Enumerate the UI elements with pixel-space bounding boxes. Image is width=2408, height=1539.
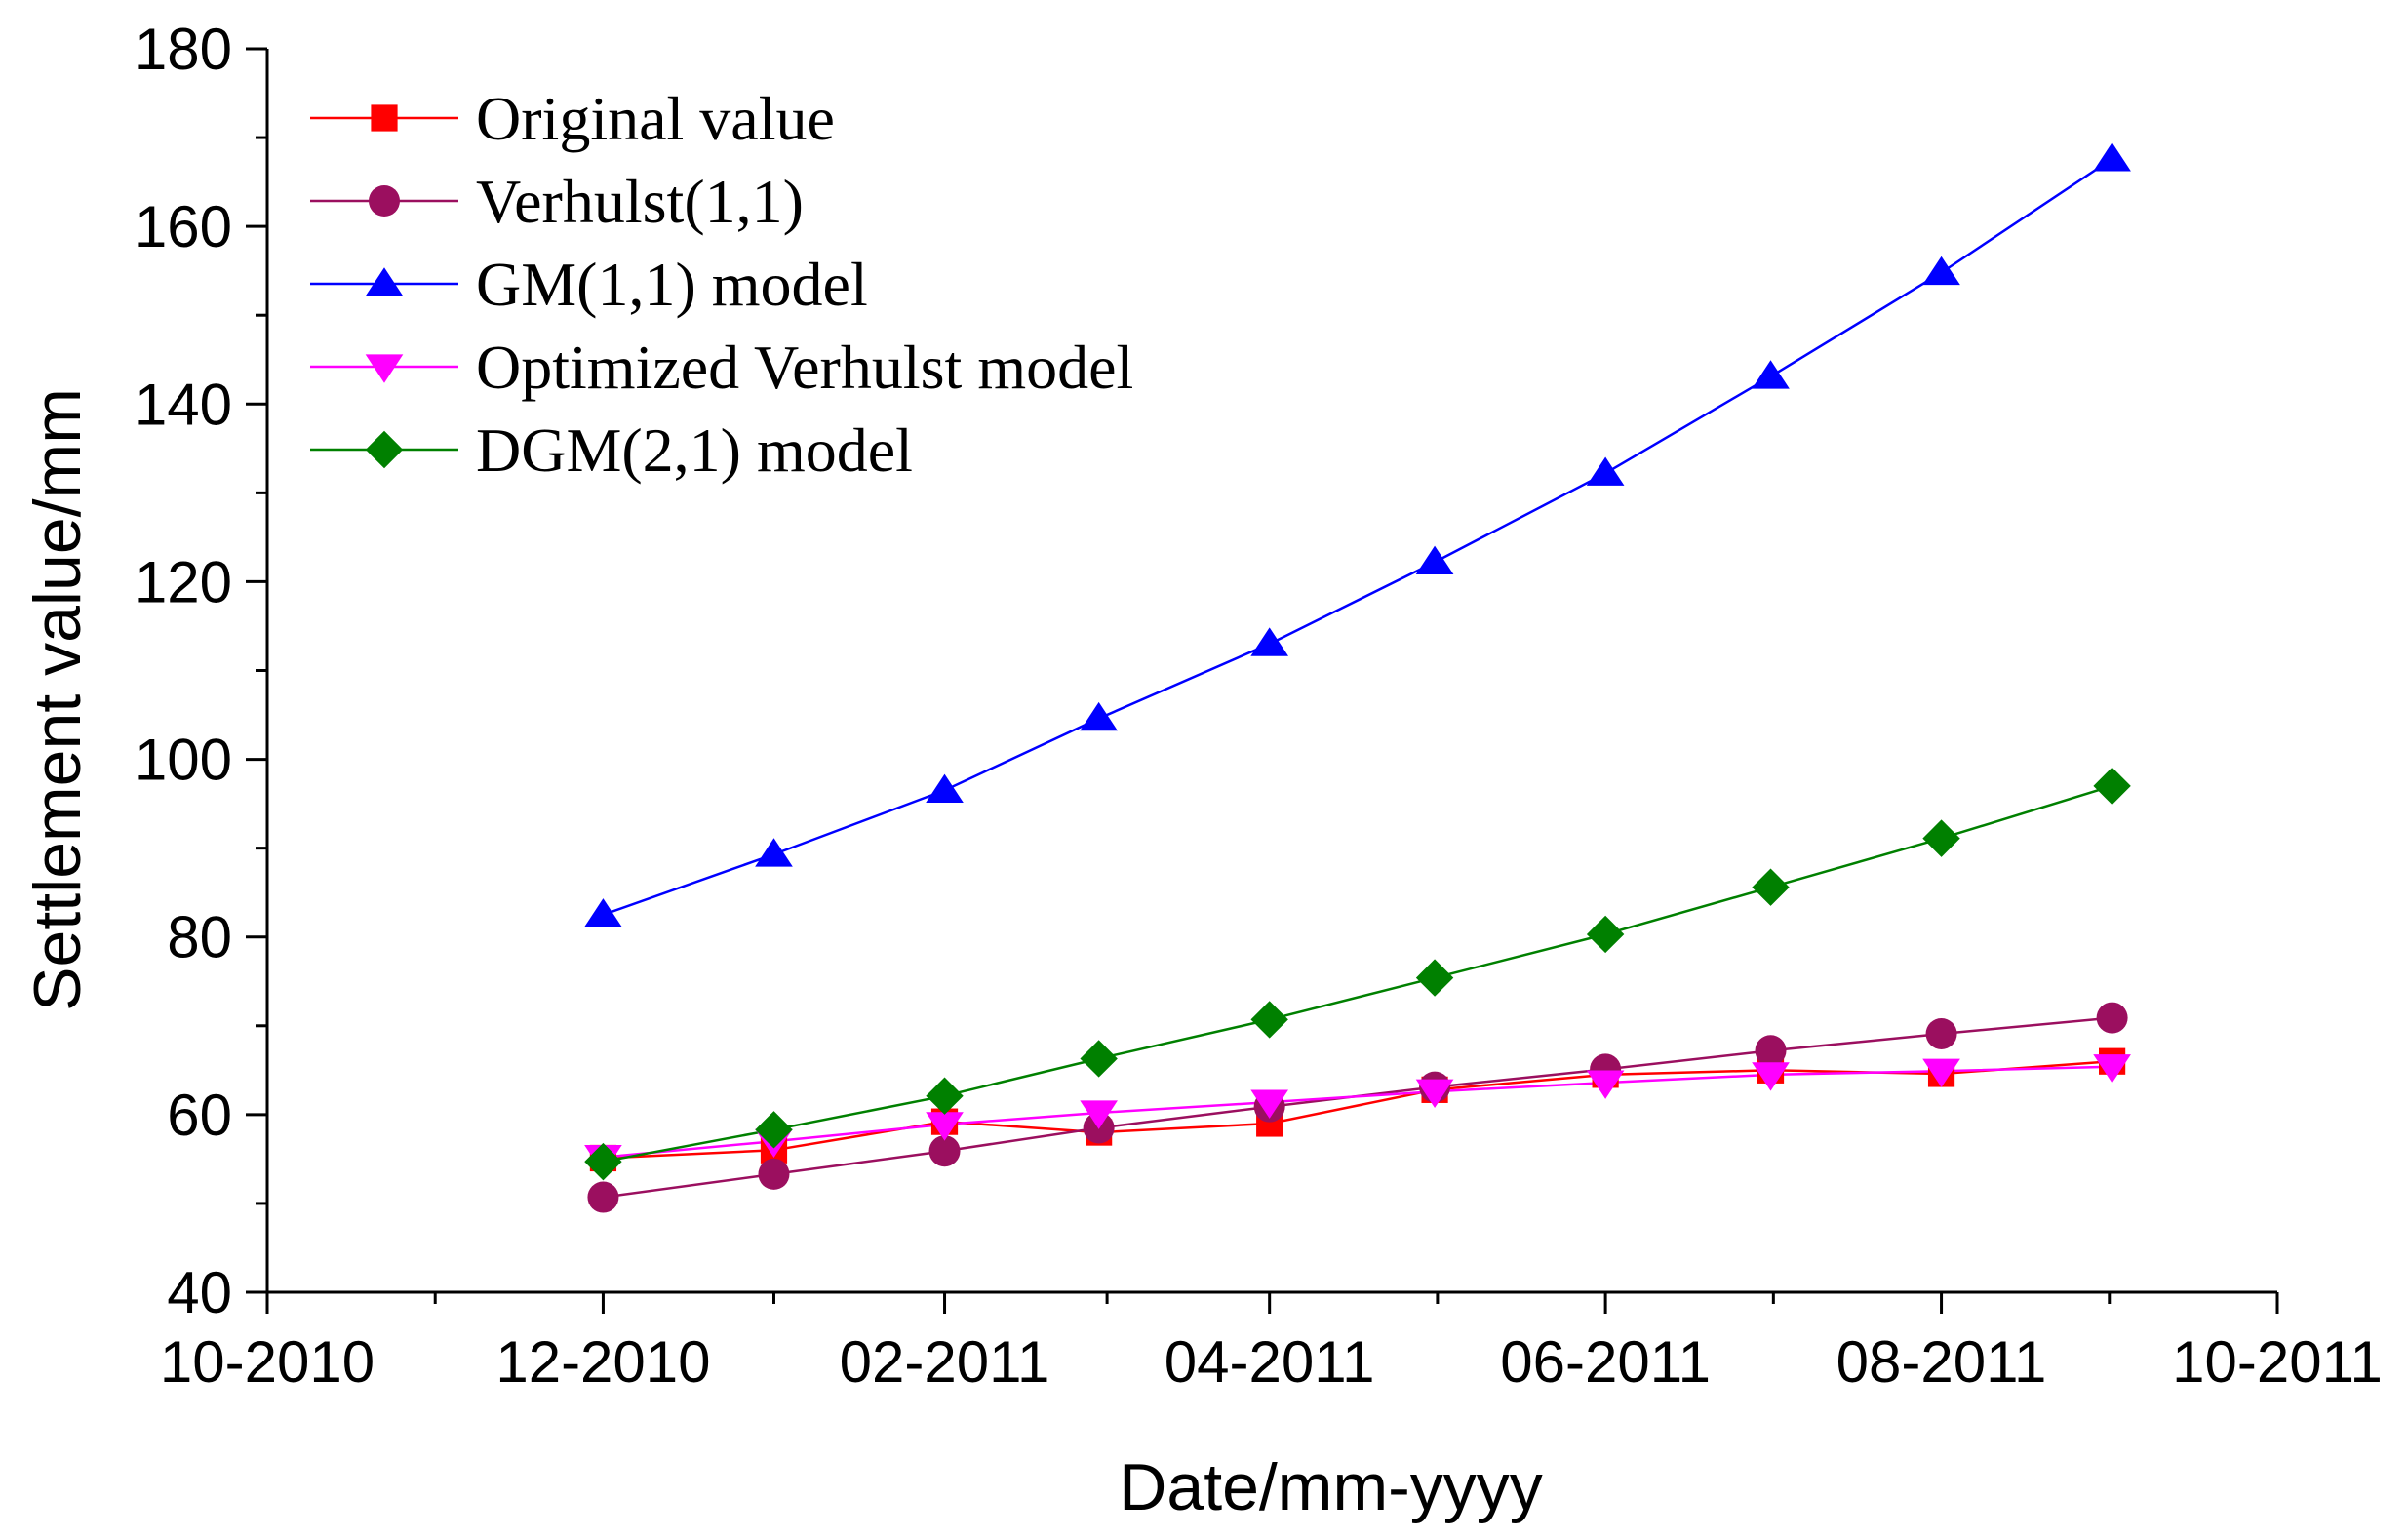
data-point-series-5 xyxy=(1586,915,1625,954)
legend-label: DGM(2,1) model xyxy=(476,415,913,485)
y-tick-label: 120 xyxy=(135,549,232,614)
data-point-series-2 xyxy=(2096,1002,2128,1034)
y-tick-label: 80 xyxy=(167,905,232,970)
data-point-series-2 xyxy=(587,1181,619,1213)
data-point-series-3 xyxy=(1586,456,1625,486)
legend-marker xyxy=(365,354,404,383)
x-tick-label: 02-2011 xyxy=(840,1329,1050,1395)
x-tick-label: 04-2011 xyxy=(1165,1329,1375,1395)
x-axis-title: Date/mm-yyyy xyxy=(1119,1450,1542,1524)
legend-marker xyxy=(365,267,404,296)
data-point-series-4 xyxy=(1752,1062,1790,1091)
data-point-series-3 xyxy=(1415,545,1454,574)
data-point-series-4 xyxy=(2093,1054,2131,1084)
data-point-series-5 xyxy=(1752,868,1790,906)
legend-marker xyxy=(371,104,398,132)
y-tick-label: 180 xyxy=(135,17,232,82)
data-point-series-3 xyxy=(1922,256,1960,286)
data-point-series-5 xyxy=(584,1142,622,1181)
data-point-series-5 xyxy=(926,1077,964,1115)
series-line-4 xyxy=(603,1065,2112,1159)
data-point-series-2 xyxy=(758,1158,790,1190)
legend-marker xyxy=(369,185,400,217)
data-point-series-5 xyxy=(1415,959,1454,997)
data-point-series-4 xyxy=(1080,1100,1118,1129)
x-tick-label: 10-2010 xyxy=(160,1329,375,1395)
x-tick-label: 08-2011 xyxy=(1836,1329,2047,1395)
x-tick-label: 06-2011 xyxy=(1500,1329,1711,1395)
y-axis-title: Settlement value/mm xyxy=(20,388,95,1011)
x-tick-label: 12-2010 xyxy=(495,1329,710,1395)
data-point-series-3 xyxy=(2093,142,2131,172)
data-point-series-4 xyxy=(1922,1058,1960,1088)
data-point-series-3 xyxy=(755,838,793,867)
data-point-series-4 xyxy=(1250,1089,1288,1119)
data-point-series-4 xyxy=(1415,1079,1454,1108)
legend-label: Optimized Verhulst model xyxy=(476,333,1133,402)
data-point-series-2 xyxy=(1925,1017,1957,1049)
y-tick-label: 60 xyxy=(167,1083,232,1148)
series-line-3 xyxy=(602,157,2113,917)
series-line-1 xyxy=(603,1059,2112,1160)
data-point-series-4 xyxy=(1586,1070,1625,1099)
series-line-2 xyxy=(603,1016,2112,1199)
legend-label: Verhulst(1,1) xyxy=(476,167,804,236)
data-point-series-2 xyxy=(928,1135,961,1167)
data-point-series-2 xyxy=(1755,1035,1787,1067)
data-point-series-3 xyxy=(926,773,964,804)
data-point-series-5 xyxy=(1922,819,1960,857)
legend-marker xyxy=(365,430,404,469)
data-point-series-5 xyxy=(1080,1040,1118,1078)
data-point-series-3 xyxy=(1250,627,1288,656)
y-tick-label: 40 xyxy=(167,1260,232,1325)
x-tick-label: 10-2011 xyxy=(2172,1329,2383,1395)
data-point-series-3 xyxy=(1752,360,1790,389)
y-tick-label: 160 xyxy=(135,194,232,259)
data-point-series-5 xyxy=(1250,1001,1288,1039)
data-point-series-5 xyxy=(755,1111,793,1149)
data-point-series-3 xyxy=(584,898,622,927)
legend-label: GM(1,1) model xyxy=(476,250,868,319)
y-tick-label: 100 xyxy=(135,728,232,793)
data-point-series-3 xyxy=(1080,701,1118,731)
series-line-5 xyxy=(603,784,2112,1164)
data-point-series-5 xyxy=(2093,767,2131,806)
y-tick-label: 140 xyxy=(135,372,232,437)
legend-label: Original value xyxy=(476,84,835,153)
data-point-series-4 xyxy=(926,1112,964,1141)
